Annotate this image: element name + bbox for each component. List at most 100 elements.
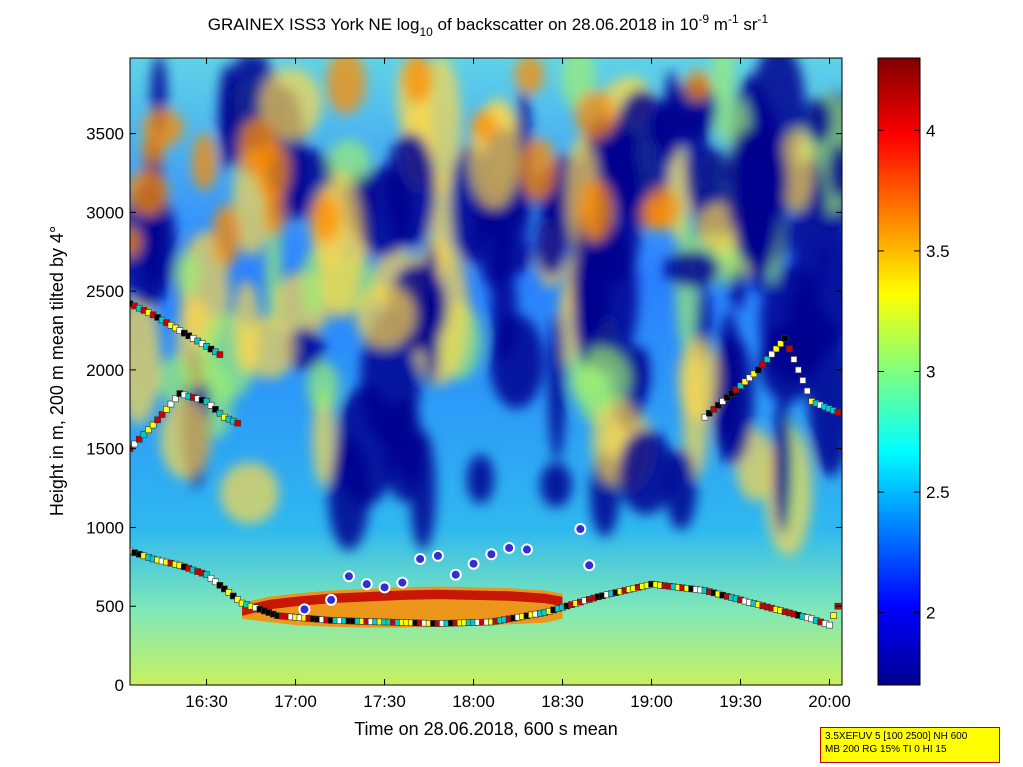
high-backscatter-region: [259, 68, 322, 141]
cloud-base-markers: [130, 300, 842, 629]
low-backscatter-region: [617, 428, 675, 515]
cloud-base-marker: [140, 431, 148, 438]
aerosol-plume: [684, 70, 712, 101]
low-backscatter-region: [773, 392, 792, 535]
low-backscatter-region: [724, 126, 784, 245]
colorbar: [877, 57, 921, 686]
low-backscatter-region: [334, 385, 398, 506]
aerosol-plume: [254, 139, 290, 202]
aerosol-plume: [310, 195, 341, 243]
aerosol-plume: [326, 58, 366, 115]
x-tick-label: 18:00: [452, 692, 495, 711]
cloud-base-marker: [830, 612, 837, 619]
x-tick-label: 16:30: [185, 692, 228, 711]
y-tick-label: 500: [96, 597, 124, 616]
cloud-base-marker: [167, 400, 175, 408]
aerosol-plume: [471, 110, 498, 142]
cloud-base-marker: [781, 335, 789, 342]
cloud-base-marker: [172, 395, 179, 403]
y-tick-label: 3500: [86, 125, 124, 144]
boundary-marker: [485, 548, 498, 561]
colorbar-ticks: 2 2.5 3 3.5 4: [878, 121, 950, 623]
cloud-base-marker: [803, 387, 811, 395]
aerosol-plume: [645, 186, 680, 230]
cloud-base-marker: [768, 350, 775, 358]
cloud-base-marker: [203, 571, 210, 579]
info-line-2: MB 200 RG 15% TI 0 HI 15: [825, 744, 947, 755]
y-tick-label: 2500: [86, 282, 124, 301]
low-backscatter-region: [539, 462, 573, 508]
cloud-base-marker: [799, 377, 807, 384]
y-tick-label: 1000: [86, 518, 124, 537]
cloud-base-marker: [229, 592, 237, 600]
y-tick-label: 3000: [86, 203, 124, 222]
low-backscatter-region: [828, 143, 842, 199]
cloud-base-marker: [145, 426, 152, 434]
aerosol-plume: [263, 190, 285, 237]
aerosol-plume: [577, 179, 614, 242]
low-backscatter-region: [384, 397, 424, 502]
cloud-base-marker: [216, 582, 224, 589]
high-backscatter-region: [354, 283, 416, 348]
high-backscatter-region: [569, 347, 631, 410]
processing-info-box: 3.5XEFUV 5 [100 2500] NH 600 MB 200 RG 1…: [820, 727, 1000, 763]
colorbar-tick-label: 3.5: [926, 242, 950, 261]
colorbar-tick-label: 2.5: [926, 483, 950, 502]
cloud-base-marker: [790, 356, 798, 363]
info-line-1: 3.5XEFUV 5 [100 2500] NH 600: [825, 731, 968, 742]
cloud-base-marker: [826, 621, 833, 629]
y-tick-label: 2000: [86, 361, 124, 380]
cloud-base-marker: [786, 345, 793, 353]
boundary-marker: [583, 559, 596, 572]
boundary-marker: [467, 557, 480, 570]
boundary-marker: [396, 576, 409, 589]
plot-frame: [129, 57, 843, 686]
cloud-base-marker: [714, 402, 722, 409]
boundary-marker: [503, 541, 516, 554]
y-axis-label: Height in m, 200 m mean tilted by 4°: [47, 226, 67, 516]
high-backscatter-region: [711, 58, 735, 144]
high-backscatter-region: [780, 128, 814, 212]
cloud-base-marker: [737, 382, 744, 389]
boundary-marker: [574, 523, 587, 536]
low-backscatter-region: [535, 208, 567, 278]
low-backscatter-region: [794, 304, 832, 366]
y-tick-label: 0: [115, 676, 124, 695]
cloud-base-marker: [719, 398, 727, 405]
low-backscatter-region: [575, 215, 593, 368]
high-backscatter-region: [130, 294, 161, 425]
x-tick-label: 19:00: [630, 692, 673, 711]
cloud-base-marker: [777, 340, 784, 347]
aerosol-plume: [402, 58, 433, 104]
boundary-marker: [378, 581, 391, 594]
cloud-base-marker: [234, 596, 241, 603]
cloud-base-marker: [710, 406, 718, 413]
boundary-marker: [342, 570, 355, 583]
low-backscatter-region: [663, 249, 721, 288]
cloud-base-marker: [203, 398, 210, 405]
low-backscatter-region: [490, 259, 517, 360]
high-backscatter-region: [312, 390, 335, 486]
heatmap-texture: [130, 58, 842, 556]
high-backscatter-region: [677, 337, 719, 421]
x-tick-label: 20:00: [808, 692, 851, 711]
x-tick-label: 19:30: [719, 692, 762, 711]
cloud-base-marker: [706, 409, 713, 417]
low-backscatter-region: [710, 333, 755, 466]
high-backscatter-region: [175, 252, 201, 296]
cloud-base-marker: [154, 416, 161, 424]
cloud-base-marker: [701, 413, 709, 421]
x-tick-label: 18:30: [541, 692, 584, 711]
boundary-marker: [298, 603, 311, 616]
boundary-marker: [431, 549, 444, 562]
low-backscatter-region: [663, 70, 681, 164]
low-backscatter-region: [704, 147, 728, 194]
cloud-base-marker: [723, 394, 731, 401]
high-backscatter-region: [233, 279, 260, 374]
cloud-base-marker: [755, 366, 762, 374]
aerosol-plume: [212, 204, 241, 267]
aerosol-plume: [142, 108, 184, 147]
aerosol-plume: [191, 133, 218, 191]
cloud-base-marker: [795, 366, 802, 374]
cloud-base-marker: [763, 356, 771, 363]
